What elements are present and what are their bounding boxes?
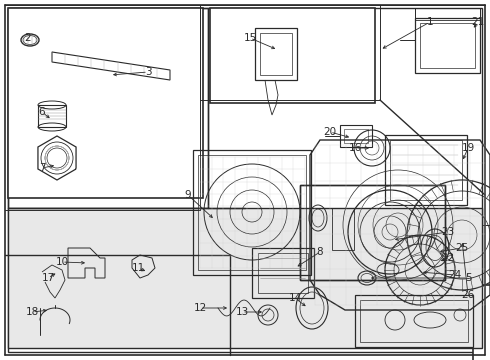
Text: 20: 20 [323, 127, 337, 137]
Bar [198, 155, 306, 270]
Text: 26: 26 [462, 290, 475, 300]
Text: 12: 12 [194, 303, 207, 313]
Text: 25: 25 [455, 243, 468, 253]
Text: 13: 13 [235, 307, 248, 317]
Text: 17: 17 [41, 273, 54, 283]
Text: 11: 11 [131, 263, 145, 273]
Bar [8, 8, 203, 198]
Text: 2: 2 [24, 33, 31, 43]
Bar [355, 295, 473, 347]
Text: 7: 7 [39, 163, 45, 173]
Bar [8, 8, 208, 208]
Text: 23: 23 [441, 227, 455, 237]
Polygon shape [8, 208, 482, 348]
Bar [300, 185, 445, 280]
Bar [360, 300, 468, 342]
Text: 24: 24 [448, 270, 462, 280]
Bar [193, 150, 311, 275]
Bar [385, 135, 467, 205]
Text: 9: 9 [185, 190, 191, 200]
Text: 14: 14 [289, 293, 302, 303]
Bar [255, 28, 297, 80]
Text: 18: 18 [25, 307, 39, 317]
Text: 22: 22 [441, 253, 455, 263]
Text: 3: 3 [145, 67, 151, 77]
Text: 1: 1 [427, 17, 433, 27]
Bar [258, 253, 308, 293]
Text: 5: 5 [465, 273, 471, 283]
Bar [415, 18, 480, 73]
Bar [473, 285, 490, 360]
Text: 8: 8 [317, 247, 323, 257]
Bar [344, 129, 368, 143]
Bar [420, 23, 475, 68]
Bar [300, 185, 445, 280]
Bar [252, 248, 314, 298]
Bar [210, 8, 375, 103]
Bar [38, 105, 66, 127]
Text: 15: 15 [244, 33, 257, 43]
Bar [332, 208, 354, 250]
Text: 19: 19 [462, 143, 475, 153]
Text: 16: 16 [348, 143, 362, 153]
Bar [415, 8, 480, 20]
Text: 10: 10 [55, 257, 69, 267]
Bar [260, 33, 292, 75]
Text: 6: 6 [39, 107, 45, 117]
Bar [340, 125, 372, 147]
Bar [390, 140, 462, 200]
Text: 21: 21 [471, 17, 485, 27]
